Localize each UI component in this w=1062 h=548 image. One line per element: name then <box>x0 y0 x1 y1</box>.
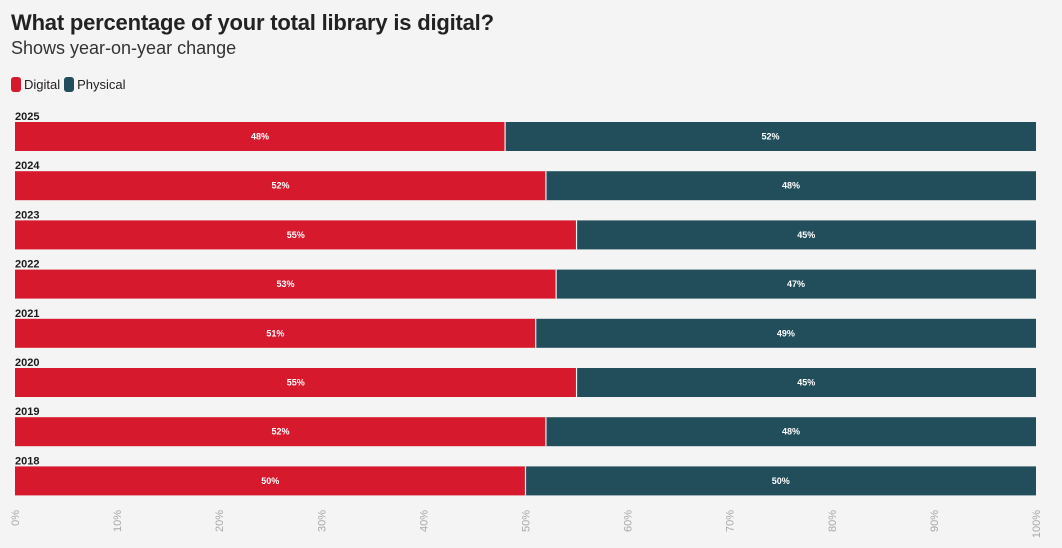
legend-label-digital: Digital <box>24 77 61 92</box>
bar-value-label-digital-2020: 55% <box>287 378 305 388</box>
x-tick-label: 70% <box>725 510 737 532</box>
bar-value-label-digital-2019: 52% <box>271 427 289 437</box>
x-tick-label: 80% <box>827 510 839 532</box>
bar-digital-2023[interactable] <box>15 220 577 250</box>
bar-digital-2018[interactable] <box>15 466 526 496</box>
x-tick-label: 40% <box>418 510 430 532</box>
year-label-2023: 2023 <box>15 209 39 221</box>
x-tick-label: 90% <box>929 510 941 532</box>
bar-value-label-physical-2022: 47% <box>787 279 805 289</box>
year-label-2024: 2024 <box>15 160 40 172</box>
legend-swatch-physical <box>64 77 75 92</box>
bar-physical-2023[interactable] <box>576 220 1036 250</box>
bar-digital-2022[interactable] <box>15 269 557 299</box>
bar-physical-2020[interactable] <box>576 368 1036 397</box>
legend: Digital Physical <box>11 77 130 92</box>
bar-value-label-physical-2021: 49% <box>777 328 795 338</box>
bar-physical-2018[interactable] <box>525 466 1037 496</box>
bar-physical-2019[interactable] <box>545 417 1036 447</box>
bar-value-label-digital-2024: 52% <box>271 181 289 191</box>
bar-value-label-physical-2020: 45% <box>797 378 815 388</box>
x-tick-label: 30% <box>316 510 328 532</box>
year-label-2022: 2022 <box>15 259 39 271</box>
bar-value-label-physical-2025: 52% <box>762 132 780 142</box>
bar-value-label-physical-2024: 48% <box>782 181 800 191</box>
bar-digital-2019[interactable] <box>15 417 546 447</box>
x-tick-label: 100% <box>1031 510 1043 538</box>
bar-value-label-digital-2021: 51% <box>266 328 284 338</box>
year-label-2019: 2019 <box>15 406 39 418</box>
legend-item-physical[interactable]: Physical <box>64 77 126 92</box>
bar-physical-2024[interactable] <box>545 171 1036 201</box>
x-tick-label: 60% <box>623 510 635 532</box>
bar-digital-2025[interactable] <box>15 122 506 151</box>
bar-value-label-physical-2019: 48% <box>782 427 800 437</box>
legend-swatch-digital <box>11 77 21 92</box>
year-label-2018: 2018 <box>15 455 39 467</box>
bar-digital-2021[interactable] <box>15 318 536 348</box>
chart-subtitle: Shows year-on-year change <box>11 38 237 58</box>
bar-value-label-digital-2022: 53% <box>277 279 295 289</box>
bar-digital-2020[interactable] <box>15 368 577 397</box>
legend-item-digital[interactable]: Digital <box>11 77 60 92</box>
bar-physical-2022[interactable] <box>556 269 1036 299</box>
bar-value-label-physical-2018: 50% <box>772 476 790 486</box>
year-label-2020: 2020 <box>15 357 39 369</box>
x-tick-label: 20% <box>214 510 226 532</box>
bar-value-label-physical-2023: 45% <box>797 230 815 240</box>
bar-physical-2025[interactable] <box>505 122 1037 151</box>
legend-label-physical: Physical <box>77 77 126 92</box>
chart-title: What percentage of your total library is… <box>11 10 494 35</box>
year-label-2021: 2021 <box>15 308 39 320</box>
x-tick-label: 50% <box>521 510 533 532</box>
x-tick-label: 0% <box>10 510 22 526</box>
bar-value-label-digital-2018: 50% <box>261 476 279 486</box>
bar-physical-2021[interactable] <box>535 318 1036 348</box>
year-label-2025: 2025 <box>15 111 39 123</box>
bar-value-label-digital-2023: 55% <box>287 230 305 240</box>
x-tick-label: 10% <box>112 510 124 532</box>
bar-value-label-digital-2025: 48% <box>251 132 269 142</box>
bar-digital-2024[interactable] <box>15 171 546 201</box>
